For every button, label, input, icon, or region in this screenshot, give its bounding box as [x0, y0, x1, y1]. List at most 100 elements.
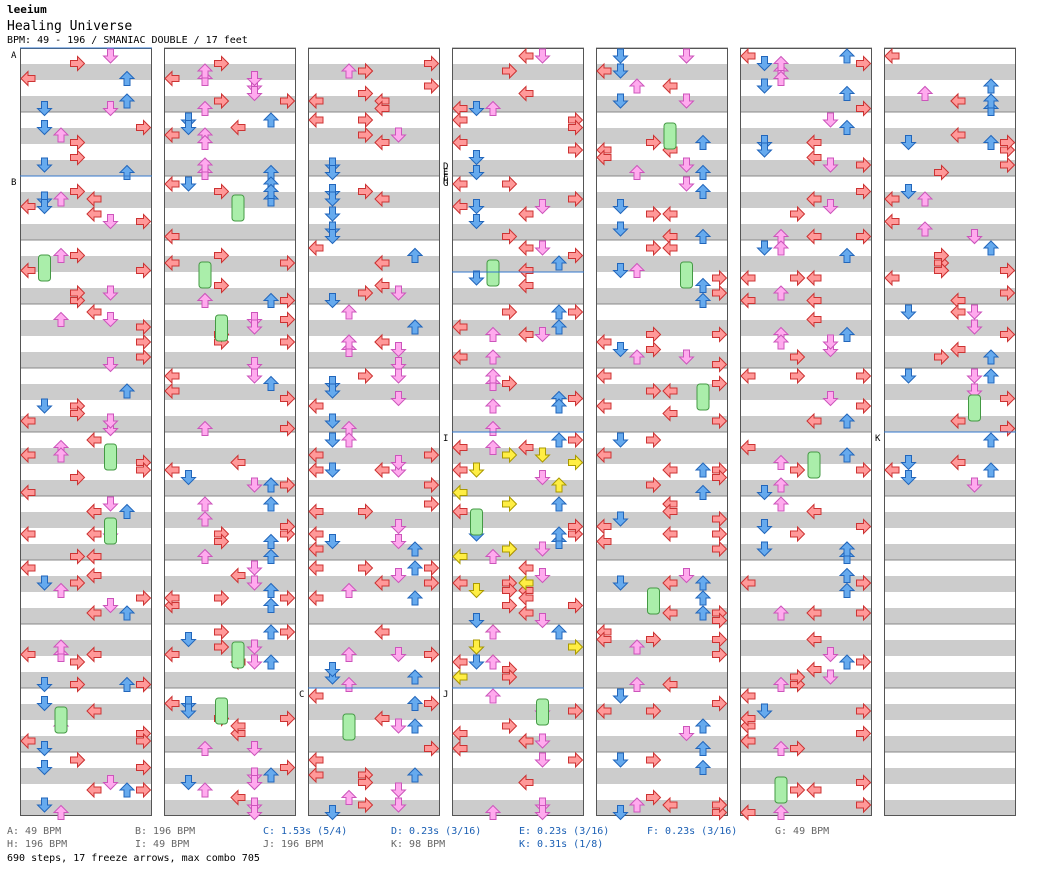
step-arrow — [262, 375, 280, 391]
arrow-shape — [196, 157, 214, 173]
arrow-shape — [568, 751, 584, 769]
arrow-shape — [856, 100, 872, 117]
beat-stripe — [740, 256, 872, 272]
step-arrow — [1000, 390, 1016, 407]
arrow-shape — [646, 431, 662, 449]
beat-stripe — [740, 432, 872, 448]
beat-stripe — [308, 320, 440, 336]
step-arrow — [550, 319, 568, 335]
beat-stripe — [20, 704, 152, 720]
step-arrow — [308, 239, 324, 257]
beat-stripe — [452, 512, 584, 528]
beat-stripe — [596, 96, 728, 112]
step-arrow — [950, 92, 966, 110]
beat-stripe — [20, 640, 152, 656]
step-arrow — [900, 184, 917, 200]
arrow-shape — [856, 796, 872, 814]
arrow-shape — [518, 732, 534, 750]
arrow-shape — [102, 413, 119, 429]
arrow-shape — [424, 495, 440, 513]
step-arrow — [262, 477, 280, 493]
step-arrow — [452, 503, 468, 520]
beat-stripe — [884, 528, 1016, 544]
beat-stripe — [164, 480, 296, 496]
arrow-shape — [884, 213, 900, 230]
arrow-shape — [424, 574, 440, 592]
beat-stripe — [596, 672, 728, 688]
arrow-shape — [20, 525, 36, 543]
arrow-shape — [36, 157, 53, 173]
arrow-shape — [756, 485, 773, 501]
step-arrow — [118, 676, 136, 692]
arrow-shape — [246, 71, 263, 87]
step-arrow — [900, 368, 917, 384]
beat-stripe — [452, 480, 584, 496]
beat-stripe — [884, 800, 1016, 816]
beat-stripe — [884, 384, 1016, 400]
step-arrow — [118, 782, 136, 798]
beat-stripe — [596, 48, 728, 64]
arrow-shape — [308, 461, 324, 479]
arrow-shape — [102, 598, 119, 614]
arrow-shape — [308, 92, 324, 110]
step-arrow — [502, 175, 518, 193]
step-arrow — [856, 183, 872, 200]
legend-item: E: 0.23s (3/16) — [519, 826, 610, 837]
beat-stripe — [452, 288, 584, 304]
arrow-shape — [856, 774, 872, 791]
step-arrow — [36, 398, 53, 414]
arrow-shape — [502, 62, 518, 80]
beat-stripe — [452, 544, 584, 560]
arrow-shape — [550, 304, 568, 320]
arrow-shape — [1000, 284, 1016, 302]
arrow-shape — [468, 639, 485, 655]
beat-stripe — [164, 688, 296, 704]
arrow-shape — [740, 367, 756, 385]
beat-stripe — [596, 288, 728, 304]
beat-stripe — [20, 464, 152, 480]
arrow-shape — [70, 55, 86, 72]
step-arrow — [966, 319, 983, 335]
arrow-shape — [164, 254, 180, 272]
beat-stripe — [164, 304, 296, 320]
beat-stripe — [20, 320, 152, 336]
step-arrow — [628, 78, 646, 94]
step-arrow — [856, 796, 872, 814]
step-arrow — [612, 342, 629, 358]
step-arrow — [36, 157, 53, 173]
arrow-shape — [280, 623, 296, 641]
step-arrow — [70, 676, 86, 693]
arrow-shape — [214, 277, 230, 294]
arrow-shape — [36, 398, 53, 414]
step-arrow — [822, 334, 839, 350]
beat-stripe — [308, 384, 440, 400]
chart-column-5 — [596, 47, 728, 821]
step-arrow — [424, 574, 440, 592]
arrow-shape — [452, 111, 468, 129]
step-arrow — [900, 135, 917, 151]
arrow-shape — [838, 413, 856, 429]
arrow-shape — [102, 775, 119, 791]
step-arrow — [390, 455, 407, 471]
step-arrow — [86, 548, 102, 565]
arrow-shape — [280, 589, 296, 607]
arrow-shape — [712, 269, 728, 287]
step-arrow — [662, 239, 678, 257]
step-arrow — [694, 575, 712, 591]
step-arrow — [484, 326, 502, 342]
arrow-shape — [740, 292, 756, 309]
arrow-shape — [484, 439, 502, 455]
step-arrow — [1000, 326, 1016, 343]
freeze-arrow — [231, 641, 245, 669]
beat-stripe — [308, 128, 440, 144]
beat-stripe — [452, 464, 584, 480]
arrow-shape — [390, 127, 407, 143]
beat-stripe — [596, 416, 728, 432]
beat-stripe — [20, 672, 152, 688]
beat-stripe — [884, 272, 1016, 288]
arrow-shape — [838, 654, 856, 670]
arrow-shape — [568, 638, 584, 656]
step-arrow — [550, 304, 568, 320]
step-arrow — [856, 725, 872, 742]
beat-stripe — [740, 48, 872, 64]
